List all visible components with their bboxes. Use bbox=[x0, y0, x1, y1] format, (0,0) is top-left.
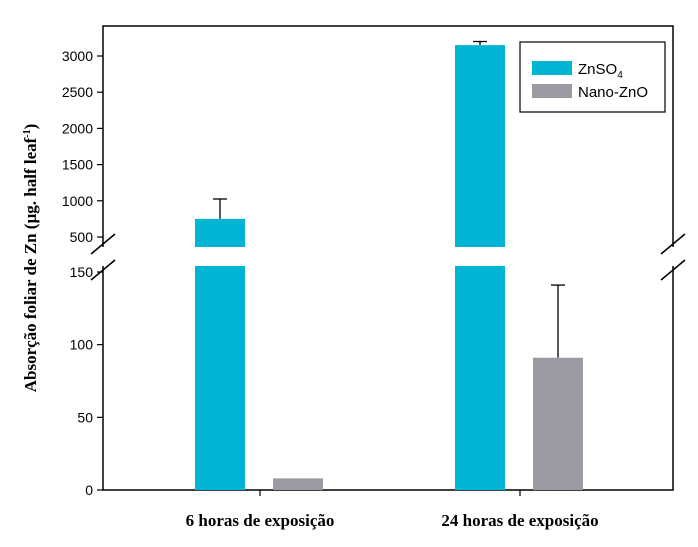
legend-swatch-nano-zno bbox=[532, 84, 572, 98]
legend-swatch-znso4 bbox=[532, 61, 572, 75]
axis-break-mark bbox=[660, 233, 686, 255]
bar-Nano-ZnO bbox=[273, 478, 323, 490]
y-tick-label: 1000 bbox=[62, 193, 93, 209]
y-tick-label: 1500 bbox=[62, 157, 93, 173]
y-tick-label: 2500 bbox=[62, 84, 93, 100]
axis-break-gap bbox=[101, 247, 105, 266]
axis-break-mark bbox=[660, 259, 686, 281]
y-axis-label: Absorção foliar de Zn (µg. half leaf-1) bbox=[21, 124, 40, 393]
legend-box bbox=[519, 41, 666, 113]
y-tick-label: 2000 bbox=[62, 120, 93, 136]
y-tick-label: 50 bbox=[77, 409, 93, 425]
x-tick-label: 24 horas de exposição bbox=[441, 511, 598, 530]
bar-ZnSO4-lower bbox=[455, 266, 505, 490]
legend-label-nano-zno: Nano-ZnO bbox=[578, 84, 648, 101]
y-tick-label: 0 bbox=[85, 482, 93, 498]
bar-ZnSO4-lower bbox=[195, 266, 245, 490]
axis-break-mark bbox=[90, 259, 116, 281]
axis-break-gap bbox=[671, 247, 675, 266]
bar-ZnSO4-upper bbox=[455, 45, 505, 247]
bar-ZnSO4-upper bbox=[195, 218, 245, 247]
x-tick-label: 6 horas de exposição bbox=[186, 511, 335, 530]
legend: ZnSO4 Nano-ZnO bbox=[519, 41, 666, 113]
legend-label-znso4: ZnSO4 bbox=[578, 61, 623, 81]
y-tick-label: 3000 bbox=[62, 48, 93, 64]
y-tick-label: 150 bbox=[70, 264, 94, 280]
y-tick-label: 500 bbox=[70, 229, 94, 245]
y-tick-label: 100 bbox=[70, 337, 94, 353]
bar-Nano-ZnO bbox=[533, 357, 583, 490]
axis-break-mark bbox=[90, 233, 116, 255]
